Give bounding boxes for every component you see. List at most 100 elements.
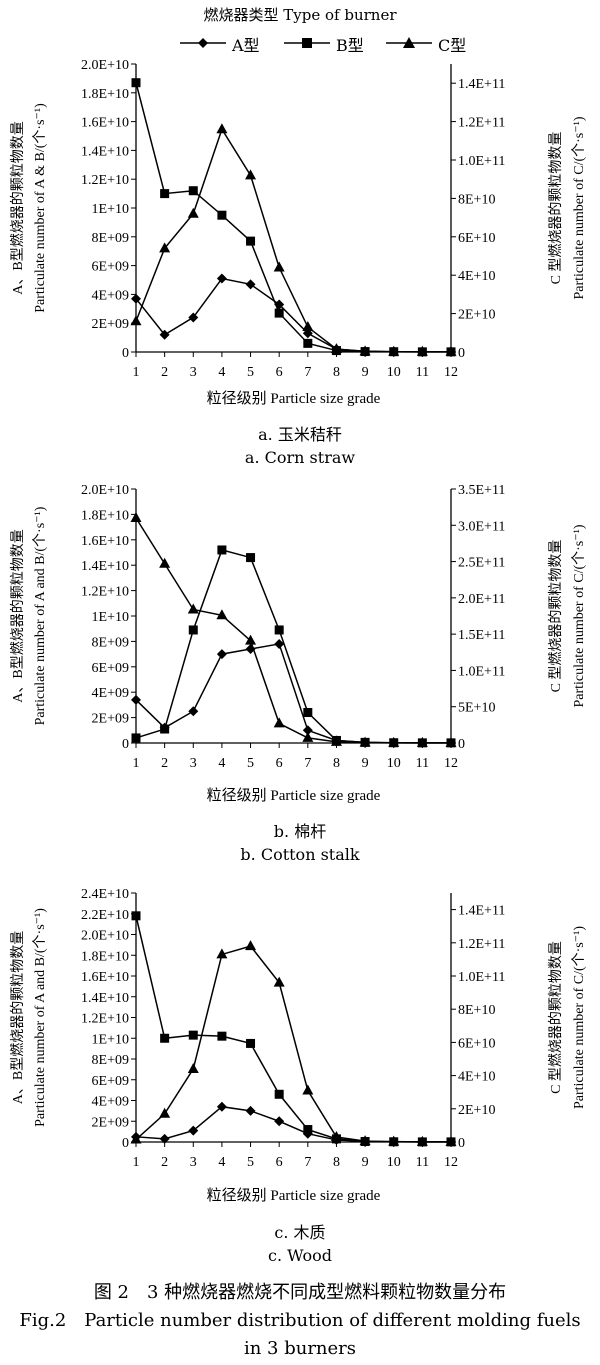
data-point-square (160, 189, 170, 199)
chart-cotton-stalk: 0 2E+09 4E+09 6E+09 8E+09 1E+10 1.2E+10 1.4E+10… (9, 483, 587, 804)
data-point-square (217, 1031, 227, 1041)
data-point-triangle (216, 948, 228, 959)
data-point-triangle (159, 242, 171, 253)
data-point-triangle (302, 321, 314, 332)
data-point-square (188, 625, 198, 635)
data-point-square (160, 724, 170, 734)
x-tick-label: 12 (444, 1155, 458, 1170)
y-axis-label-right: C 型燃烧器的颗粒物数量 (547, 132, 564, 285)
x-tick-label: 11 (416, 365, 429, 380)
y-axis-label-left: Particulate number of A and B/(个·s⁻¹) (32, 506, 48, 725)
y-tick-label-right: 1.2E+11 (458, 937, 505, 952)
series-line-square (135, 549, 451, 744)
y-tick-label-right: 8E+10 (458, 192, 495, 207)
data-point-diamond (302, 725, 313, 736)
x-tick-label: 2 (161, 365, 168, 380)
y-axis-label-left: A、B型燃烧器的颗粒物数量 (9, 121, 26, 294)
x-tick-label: 1 (133, 756, 140, 771)
y-tick-label-left: 0 (122, 1136, 129, 1151)
x-tick-label: 2 (161, 1155, 168, 1170)
y-tick-label-left: 1.2E+10 (81, 1012, 129, 1027)
data-point-square (246, 236, 256, 246)
y-tick-label-right: 2.5E+11 (458, 556, 505, 571)
data-point-diamond (216, 1101, 227, 1112)
data-point-triangle (187, 207, 199, 218)
y-tick-label-left: 1E+10 (92, 202, 129, 217)
data-point-square (160, 1033, 170, 1043)
x-tick-label: 11 (416, 756, 429, 771)
x-tick-label: 6 (276, 756, 283, 771)
y-tick-label-left: 6E+09 (92, 1074, 129, 1089)
data-point-triangle (187, 603, 199, 614)
data-point-square (188, 186, 198, 196)
y-tick-label-right: 6E+10 (458, 231, 495, 246)
x-tick-label: 9 (362, 756, 369, 771)
data-point-triangle (416, 1135, 428, 1146)
series-line-triangle (135, 945, 451, 1143)
y-tick-label-right: 8E+10 (458, 1003, 495, 1018)
data-point-square (303, 708, 313, 718)
y-tick-label-right: 1.4E+11 (458, 904, 505, 919)
data-point-triangle (388, 736, 400, 747)
y-tick-label-right: 1.5E+11 (458, 628, 505, 643)
series-line-triangle (135, 127, 451, 353)
data-point-square (246, 1038, 256, 1048)
data-point-square (303, 338, 313, 348)
x-tick-label: 1 (133, 1155, 140, 1170)
data-point-square (303, 1125, 313, 1135)
x-tick-label: 12 (444, 756, 458, 771)
data-point-diamond (216, 649, 227, 660)
x-axis-label: 粒径级别 Particle size grade (207, 787, 381, 804)
data-point-diamond (159, 329, 170, 340)
data-point-triangle (359, 736, 371, 747)
panel-caption-en: b. Cotton stalk (240, 845, 360, 864)
legend-label-b: B型 (336, 36, 364, 55)
y-tick-label-left: 1.6E+10 (81, 534, 129, 549)
data-point-triangle (130, 315, 142, 326)
x-tick-label: 9 (362, 365, 369, 380)
y-tick-label-left: 2E+09 (92, 1115, 129, 1130)
legend-label-c: C型 (438, 36, 467, 55)
x-tick-label: 8 (333, 756, 340, 771)
x-tick-label: 7 (304, 1155, 311, 1170)
x-tick-label: 10 (387, 756, 401, 771)
x-tick-label: 6 (276, 1155, 283, 1170)
data-point-triangle (359, 345, 371, 356)
series-line-square (135, 915, 451, 1143)
y-tick-label-right: 2E+10 (458, 1103, 495, 1118)
y-axis-label-right: C 型燃烧器的颗粒物数量 (547, 540, 564, 693)
y-axis-label-left: A、B型燃烧器的颗粒物数量 (9, 931, 26, 1104)
data-point-diamond (245, 279, 256, 290)
series-line-diamond (135, 643, 451, 744)
legend-label-a: A型 (232, 36, 260, 55)
y-axis-label-right: C 型燃烧器的颗粒物数量 (547, 941, 564, 1094)
x-tick-label: 4 (218, 1155, 225, 1170)
data-point-triangle (416, 345, 428, 356)
y-tick-label-left: 1.2E+10 (81, 585, 129, 600)
data-point-triangle (330, 343, 342, 354)
data-point-triangle (273, 261, 285, 272)
y-tick-label-left: 8E+09 (92, 231, 129, 246)
data-point-triangle (302, 1084, 314, 1095)
y-tick-label-right: 4E+10 (458, 269, 495, 284)
x-tick-label: 3 (190, 756, 197, 771)
data-point-diamond (188, 1125, 199, 1136)
diamond-marker-icon (180, 38, 226, 48)
x-tick-label: 10 (387, 1155, 401, 1170)
data-point-triangle (388, 345, 400, 356)
y-tick-label-right: 3.0E+11 (458, 519, 505, 534)
panel-caption-en: a. Corn straw (244, 448, 356, 467)
x-tick-label: 4 (218, 365, 225, 380)
square-marker-icon (284, 38, 330, 48)
y-tick-label-left: 1E+10 (92, 610, 129, 625)
data-point-square (274, 625, 284, 635)
data-point-triangle (445, 736, 457, 747)
data-point-triangle (216, 123, 228, 134)
y-tick-label-right: 0 (458, 1136, 465, 1151)
y-tick-label-right: 1.0E+11 (458, 664, 505, 679)
y-tick-label-left: 2E+09 (92, 317, 129, 332)
data-point-square (217, 210, 227, 220)
y-axis-label-left: A、B型燃烧器的颗粒物数量 (9, 529, 26, 702)
series-line-diamond (135, 277, 451, 353)
y-tick-label-left: 1.4E+10 (81, 559, 129, 574)
